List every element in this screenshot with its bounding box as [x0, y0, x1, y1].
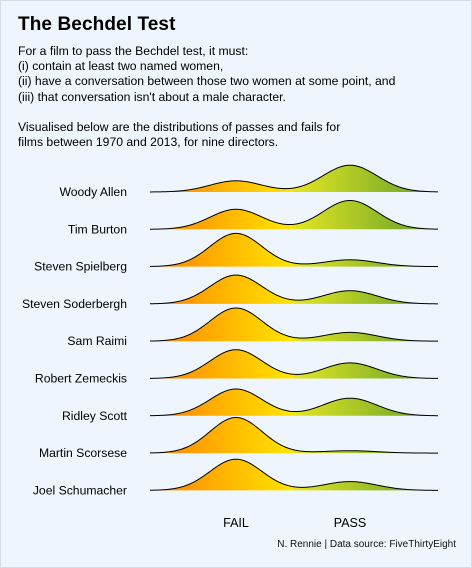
- director-label: Woody Allen: [59, 185, 127, 199]
- ridge-outline: [150, 164, 439, 193]
- intro-line: (iii) that conversation isn't about a ma…: [18, 89, 286, 104]
- intro-line: (ii) have a conversation between those t…: [18, 74, 396, 89]
- intro-text: For a film to pass the Bechdel test, it …: [18, 44, 458, 150]
- ridge-outline: [149, 416, 438, 454]
- ridge-fail-area: [150, 180, 293, 192]
- director-label: Steven Soderbergh: [22, 297, 127, 311]
- ridge-outline: [149, 458, 439, 491]
- page-title: The Bechdel Test: [18, 14, 176, 35]
- director-label: Robert Zemeckis: [35, 372, 127, 386]
- ridge-outline: [149, 199, 439, 230]
- ridge-fail-area: [150, 275, 293, 304]
- director-label: Tim Burton: [68, 222, 127, 236]
- source-caption: N. Rennie | Data source: FiveThirtyEight: [277, 539, 456, 550]
- intro-note-line: films between 1970 and 2013, for nine di…: [18, 135, 279, 150]
- ridge-pass-area: [293, 362, 438, 379]
- ridge-outline: [149, 307, 439, 342]
- intro-note-line: Visualised below are the distributions o…: [18, 119, 341, 134]
- director-label: Steven Spielberg: [34, 260, 127, 274]
- intro-line: For a film to pass the Bechdel test, it …: [18, 44, 249, 58]
- ridge-fail-area: [150, 389, 293, 416]
- x-tick-label: PASS: [334, 516, 366, 530]
- ridge-fail-area: [150, 308, 293, 342]
- ridge-fail-area: [150, 349, 293, 379]
- director-label: Sam Raimi: [67, 334, 127, 348]
- x-tick-label: FAIL: [223, 516, 249, 530]
- ridge-fail-area: [150, 233, 293, 267]
- intro-line: (i) contain at least two named women,: [18, 59, 224, 74]
- ridge-pass-area: [293, 290, 438, 304]
- ridge-fail-area: [150, 417, 293, 454]
- ridge-pass-area: [293, 165, 438, 192]
- director-label: Joel Schumacher: [33, 483, 127, 497]
- director-label: Martin Scorsese: [39, 446, 127, 460]
- ridge-fail-area: [150, 459, 293, 491]
- director-label: Ridley Scott: [62, 409, 128, 423]
- ridge-outline: [149, 349, 439, 379]
- ridge-outline: [149, 388, 439, 417]
- ridge-outline: [149, 232, 439, 268]
- ridge-fail-area: [150, 209, 293, 230]
- ridge-pass-area: [293, 398, 438, 416]
- ridge-outline: [149, 274, 438, 305]
- ridge-pass-area: [293, 200, 438, 230]
